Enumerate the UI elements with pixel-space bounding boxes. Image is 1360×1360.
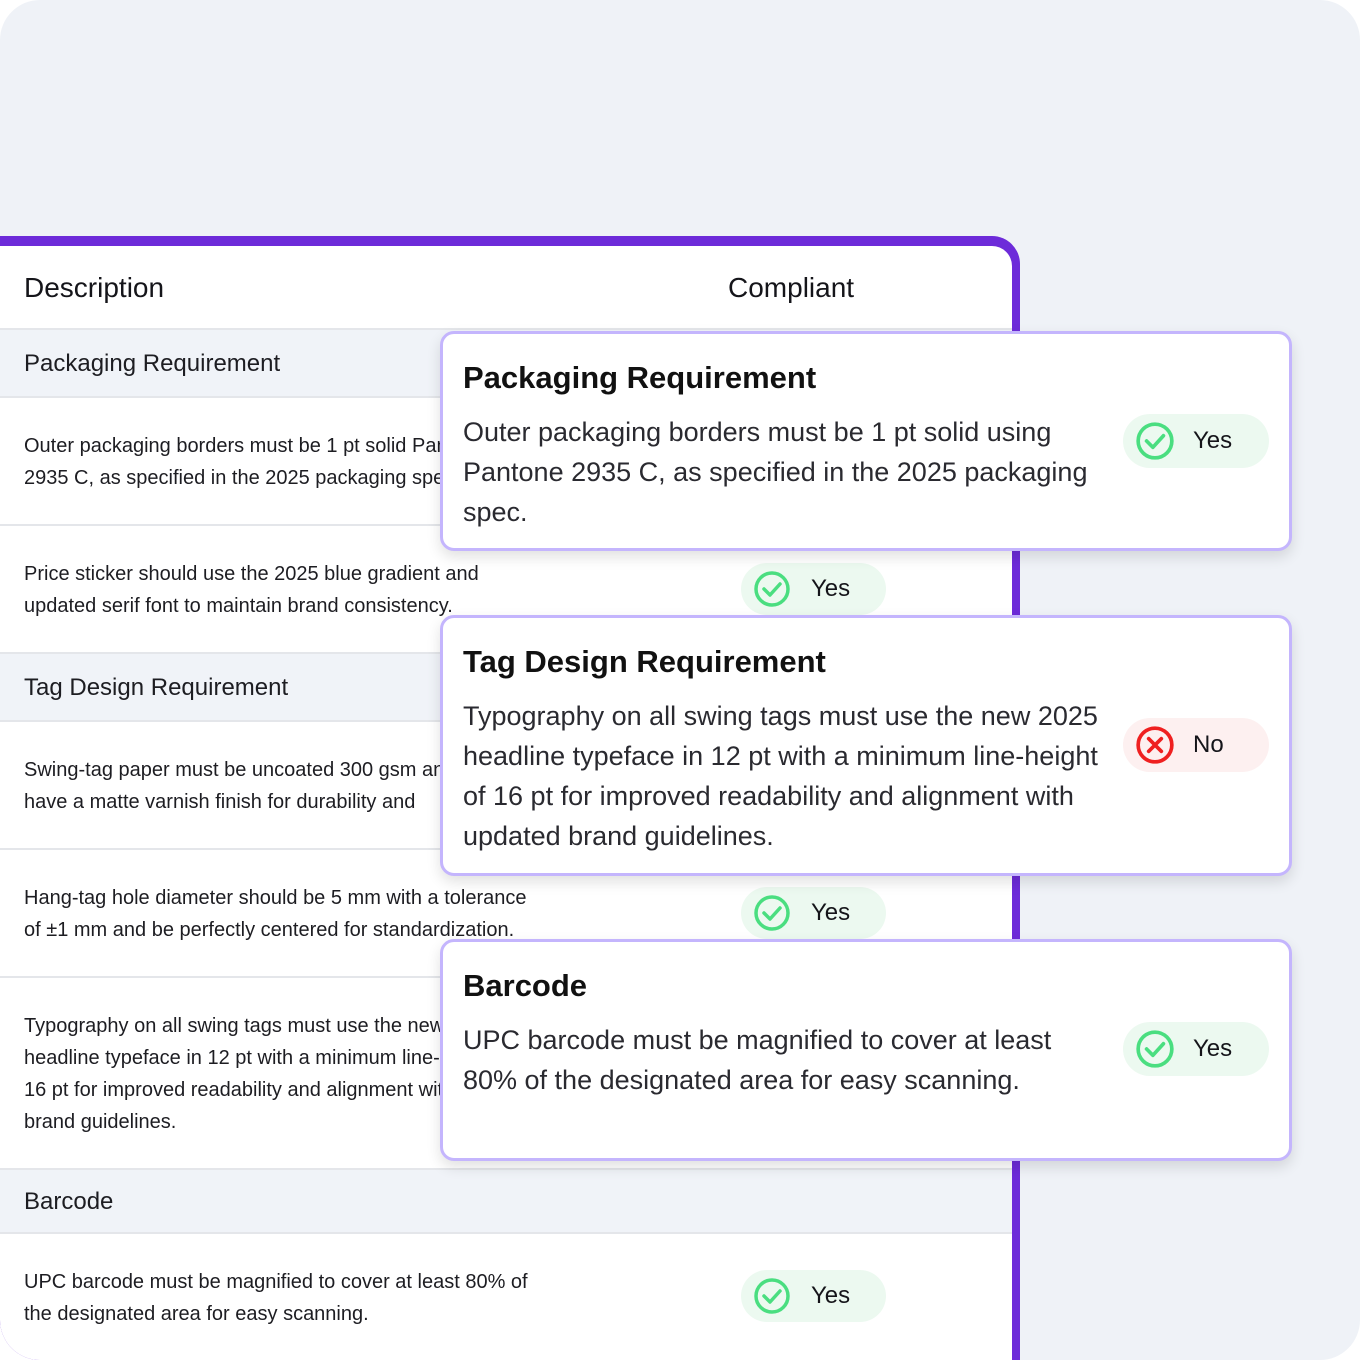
check-circle-icon <box>754 1278 790 1314</box>
check-circle-icon <box>1136 1030 1174 1068</box>
table-row[interactable]: UPC barcode must be magnified to cover a… <box>0 1234 1012 1360</box>
header-compliant: Compliant <box>728 272 855 303</box>
check-circle-icon <box>1136 422 1174 460</box>
status-badge-yes: Yes <box>1123 414 1269 468</box>
detail-card-packaging: Packaging Requirement Outer packaging bo… <box>440 331 1292 551</box>
row-description: Typography on all swing tags must use th… <box>24 1015 533 1133</box>
card-body: UPC barcode must be magnified to cover a… <box>463 1025 1052 1095</box>
group-label: Barcode <box>24 1188 114 1215</box>
status-badge-no: No <box>1123 718 1269 772</box>
table-header: Description Compliant <box>0 246 1012 330</box>
detail-card-tag-design: Tag Design Requirement Typography on all… <box>440 615 1292 876</box>
table-row[interactable]: Price sticker should use the 2025 blue g… <box>0 526 1012 654</box>
detail-card-barcode: Barcode UPC barcode must be magnified to… <box>440 939 1292 1161</box>
header-description: Description <box>24 272 165 303</box>
card-body: Typography on all swing tags must use th… <box>463 701 1098 851</box>
group-label: Packaging Requirement <box>24 350 281 377</box>
group-label: Tag Design Requirement <box>24 674 289 701</box>
card-title: Packaging Requirement <box>463 360 817 395</box>
status-badge-yes: Yes <box>741 1270 886 1322</box>
check-circle-icon <box>754 571 790 607</box>
check-circle-icon <box>754 895 790 931</box>
card-title: Tag Design Requirement <box>463 644 826 679</box>
row-description: Outer packaging borders must be 1 pt sol… <box>24 435 487 489</box>
row-description: Hang-tag hole diameter should be 5 mm wi… <box>24 887 527 941</box>
status-badge-yes: Yes <box>741 887 886 939</box>
row-description: Swing-tag paper must be uncoated 300 gsm… <box>24 759 456 813</box>
table-row[interactable]: Typography on all swing tags must use th… <box>0 978 1012 1170</box>
row-description: Price sticker should use the 2025 blue g… <box>24 563 479 617</box>
x-circle-icon <box>1136 726 1174 764</box>
card-body: Outer packaging borders must be 1 pt sol… <box>463 417 1088 527</box>
status-badge-yes: Yes <box>1123 1022 1269 1076</box>
group-row: Barcode <box>0 1170 1012 1234</box>
card-title: Barcode <box>463 968 588 1003</box>
row-description: UPC barcode must be magnified to cover a… <box>24 1271 528 1325</box>
status-badge-yes: Yes <box>741 563 886 615</box>
